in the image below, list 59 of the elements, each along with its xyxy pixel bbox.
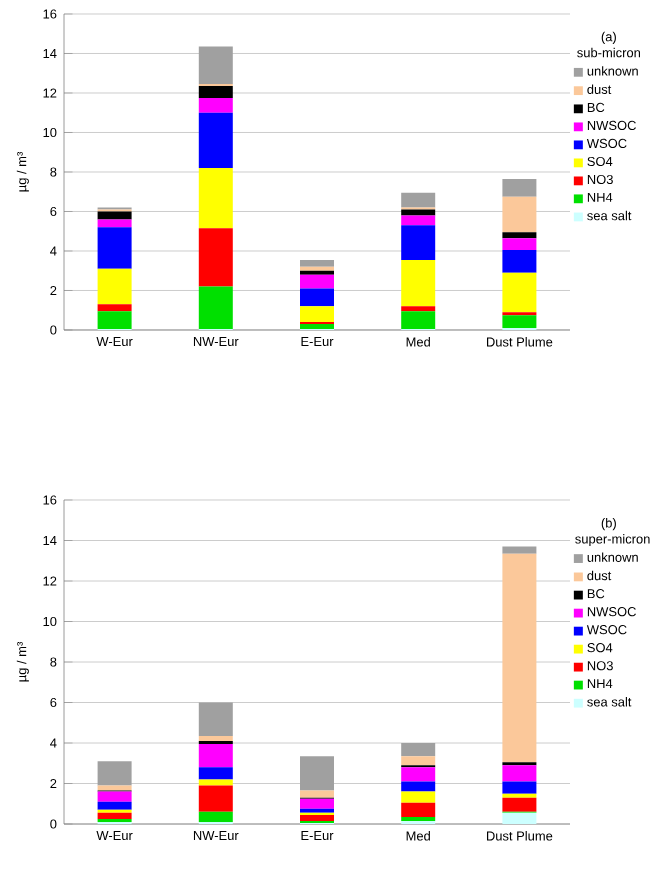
bar [300, 798, 334, 809]
bar [300, 814, 334, 821]
bar [97, 785, 132, 791]
bar [198, 744, 233, 768]
bar [300, 790, 334, 798]
bar [502, 315, 537, 329]
bar [401, 225, 436, 260]
bar [502, 232, 537, 239]
bar [401, 192, 436, 208]
bar [97, 219, 132, 228]
bar [97, 268, 132, 305]
bar [502, 196, 537, 233]
bar [300, 306, 334, 323]
bar [198, 112, 233, 169]
bar [198, 286, 233, 330]
bar [97, 311, 132, 330]
bar [97, 227, 132, 269]
bar [300, 274, 334, 289]
bar [401, 756, 436, 766]
bar [502, 797, 537, 812]
bar [502, 546, 537, 554]
bar [198, 168, 233, 229]
bar [198, 702, 233, 736]
bar [401, 259, 436, 307]
bar [401, 311, 436, 330]
bar [198, 97, 233, 113]
bar [401, 781, 436, 792]
bar [502, 765, 537, 782]
bar [502, 178, 537, 197]
bar [300, 288, 334, 307]
bar [401, 802, 436, 817]
bar [97, 304, 132, 312]
bar [401, 791, 436, 803]
bar [502, 250, 537, 273]
bar [198, 86, 233, 98]
bar [198, 46, 233, 85]
bar [198, 767, 233, 780]
bar [401, 306, 436, 312]
bar [300, 756, 334, 791]
bar [502, 553, 537, 763]
bar [97, 211, 132, 220]
bar [300, 259, 334, 267]
bar [300, 324, 334, 330]
bar [97, 791, 132, 802]
bar [502, 812, 537, 824]
bar [502, 272, 537, 313]
bar [401, 743, 436, 757]
bar [401, 215, 436, 226]
bar [97, 812, 132, 819]
bar [198, 735, 233, 741]
bar [502, 781, 537, 794]
bar [502, 238, 537, 251]
bar [97, 761, 132, 786]
bar [198, 811, 233, 822]
bar [198, 779, 233, 786]
bar [198, 228, 233, 287]
bar [198, 785, 233, 812]
bar [401, 767, 436, 782]
bar [97, 801, 132, 810]
